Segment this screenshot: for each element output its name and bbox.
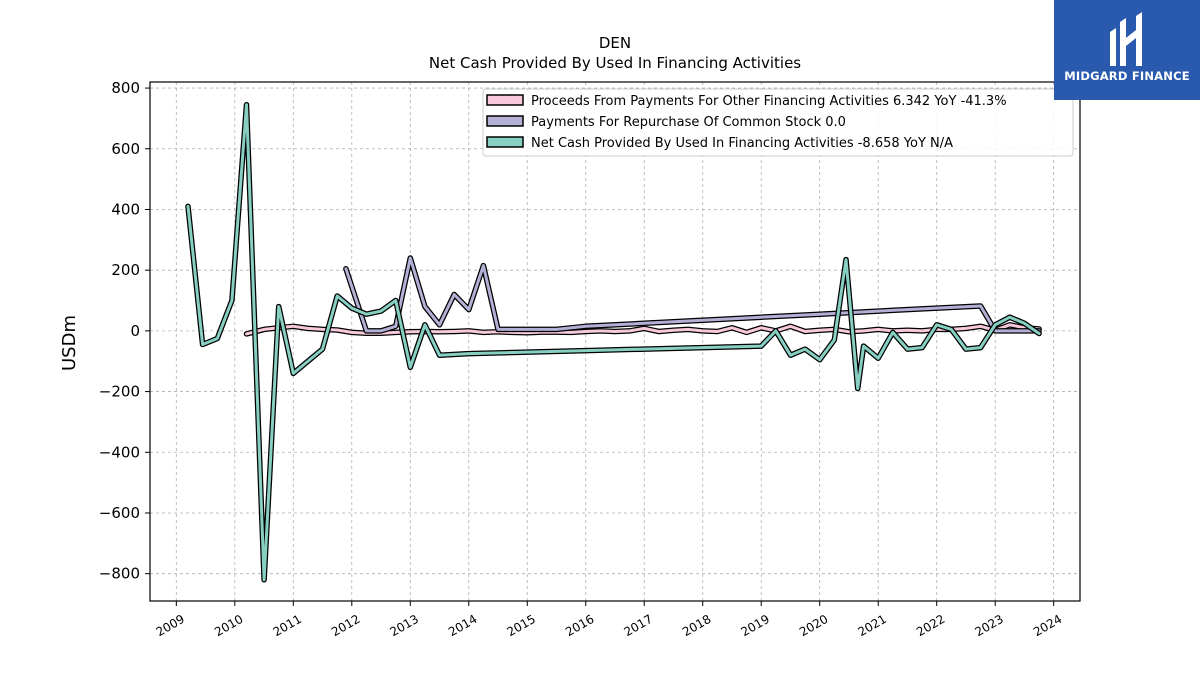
legend-items: Proceeds From Payments For Other Financi… bbox=[486, 94, 1007, 151]
legend-box bbox=[482, 88, 1074, 157]
x-tick-label: 2012 bbox=[329, 612, 362, 639]
grid bbox=[150, 82, 1080, 601]
x-tick-label: 2024 bbox=[1031, 612, 1064, 639]
y-tick-label: 800 bbox=[111, 79, 140, 97]
legend-label: Payments For Repurchase Of Common Stock … bbox=[531, 115, 846, 130]
y-tick-label: 600 bbox=[111, 140, 140, 158]
y-tick-label: 0 bbox=[130, 322, 140, 340]
series-3 bbox=[185, 102, 1042, 583]
x-tick-label: 2015 bbox=[505, 612, 538, 639]
x-tick-label: 2011 bbox=[271, 612, 304, 639]
y-axis: 800 600 400 200 0 −200 −400 −600 −800 bbox=[99, 79, 150, 583]
y-tick-label: −600 bbox=[99, 504, 140, 522]
y-axis-label: USDm bbox=[59, 315, 80, 371]
plot-frame bbox=[149, 81, 1081, 602]
x-tick-label: 2021 bbox=[855, 612, 888, 639]
x-axis: 2009 2010 2011 2012 2013 2014 2015 2016 2017 2018… bbox=[154, 601, 1064, 639]
legend-label: Net Cash Provided By Used In Financing A… bbox=[531, 136, 953, 151]
x-tick-label: 2023 bbox=[972, 612, 1005, 639]
x-tick-label: 2018 bbox=[680, 612, 713, 639]
y-tick-label: 400 bbox=[111, 200, 140, 218]
x-tick-label: 2019 bbox=[738, 612, 771, 639]
x-tick-label: 2009 bbox=[154, 612, 187, 639]
x-tick-label: 2013 bbox=[388, 612, 421, 639]
brand-logo: MIDGARD FINANCE bbox=[1054, 0, 1200, 100]
y-tick-label: 200 bbox=[111, 261, 140, 279]
midgard-logo-icon bbox=[1110, 12, 1142, 66]
series-line-outline bbox=[185, 102, 1042, 583]
y-tick-label: −400 bbox=[99, 443, 140, 461]
x-tick-label: 2017 bbox=[622, 612, 655, 639]
series-2 bbox=[343, 255, 1042, 334]
y-tick-label: −800 bbox=[99, 565, 140, 583]
plot-area bbox=[185, 102, 1042, 583]
legend: Proceeds From Payments For Other Financi… bbox=[482, 88, 1074, 157]
chart-title: DEN bbox=[599, 34, 631, 52]
x-tick-label: 2014 bbox=[446, 612, 479, 639]
series-line bbox=[186, 103, 1041, 582]
legend-label: Proceeds From Payments For Other Financi… bbox=[531, 94, 1007, 109]
x-tick-label: 2020 bbox=[797, 612, 830, 639]
legend-swatch bbox=[486, 94, 524, 106]
chart-subtitle: Net Cash Provided By Used In Financing A… bbox=[429, 54, 801, 72]
brand-name: MIDGARD FINANCE bbox=[1064, 69, 1190, 83]
legend-swatch bbox=[486, 115, 524, 127]
x-tick-label: 2016 bbox=[563, 612, 596, 639]
series-line bbox=[344, 256, 1041, 333]
legend-swatch bbox=[486, 136, 524, 148]
x-tick-label: 2010 bbox=[212, 612, 245, 639]
x-tick-label: 2022 bbox=[914, 612, 947, 639]
y-tick-label: −200 bbox=[99, 383, 140, 401]
